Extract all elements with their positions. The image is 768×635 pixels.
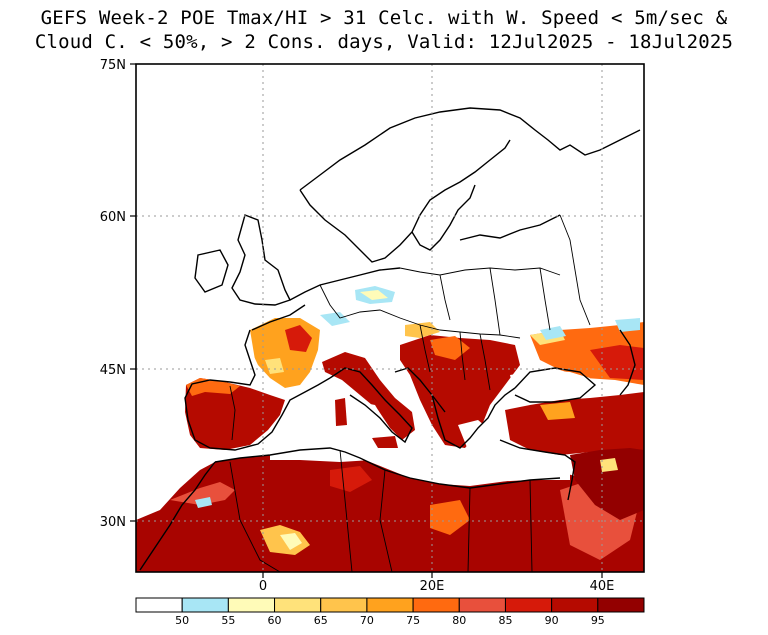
- shade-sahara-white: [280, 533, 302, 550]
- country-borders: [229, 214, 591, 572]
- coast-italy: [329, 367, 446, 444]
- shade-caspian-blue: [615, 318, 640, 332]
- shade-russia-red: [590, 345, 644, 380]
- axis-ticks: [130, 63, 603, 578]
- lon-label-20e: 20E: [420, 579, 445, 594]
- lon-label-40e: 40E: [590, 579, 615, 594]
- title-line-1: GEFS Week-2 POE Tmax/HI > 31 Celc. with …: [40, 7, 728, 29]
- lon-label-0: 0: [259, 579, 267, 594]
- shade-sicily: [372, 436, 398, 448]
- colorbar-label: 70: [360, 614, 374, 627]
- coast-sweden-east: [411, 184, 476, 251]
- shade-alps-blue: [320, 312, 350, 326]
- colorbar-swatch: [458, 597, 506, 613]
- shade-balkans: [400, 335, 520, 448]
- colorbar-swatch: [227, 597, 276, 613]
- coast-greece: [431, 387, 516, 449]
- shade-france-red: [285, 325, 312, 352]
- colorbar-swatch: [504, 597, 553, 613]
- shade-sahara-blue: [195, 497, 212, 508]
- coast-atlantic-africa: [139, 461, 216, 571]
- longitude-labels: 0 20E 40E: [259, 579, 615, 594]
- colorbar-swatch: [597, 597, 645, 613]
- shade-france-yellow: [265, 358, 284, 374]
- colorbar-label: 50: [175, 614, 189, 627]
- colorbar-swatch: [274, 597, 322, 613]
- border-eastern-europe: [399, 267, 561, 336]
- colorbar-swatch: [366, 597, 414, 613]
- lat-label-60: 60N: [100, 210, 126, 225]
- colorbar-swatch: [135, 597, 183, 613]
- coast-western-europe: [184, 267, 401, 451]
- sea-tyrrhenian: [350, 400, 390, 438]
- colorbar-label: 80: [452, 614, 466, 627]
- shade-sardinia: [335, 398, 347, 426]
- sea-bay-of-biscay: [215, 330, 255, 378]
- border-balkans: [419, 324, 491, 391]
- shade-sahara-orange2: [430, 500, 470, 535]
- coast-caspian: [619, 329, 636, 396]
- map-frame: [135, 63, 645, 573]
- sea-adriatic: [380, 368, 415, 408]
- lat-label-75: 75N: [100, 58, 126, 73]
- shade-levant: [570, 448, 644, 520]
- colorbar-swatch: [320, 597, 368, 613]
- coast-black-sea: [514, 367, 597, 403]
- coastlines: [139, 107, 641, 571]
- colorbar-swatch: [551, 597, 599, 613]
- title-line-2: Cloud C. < 50%, > 2 Cons. days, Valid: 1…: [34, 31, 734, 53]
- colorbar-swatch: [181, 597, 229, 613]
- gridlines: [136, 64, 644, 572]
- shade-turkey: [505, 392, 644, 455]
- border-central-europe: [319, 284, 521, 339]
- sea-black: [510, 370, 590, 402]
- coast-turkey-south: [499, 439, 576, 501]
- coast-gulf-finland: [459, 214, 561, 241]
- sea-balearic: [285, 395, 335, 435]
- colorbar-label: 75: [406, 614, 420, 627]
- colorbar-label: 60: [268, 614, 282, 627]
- shade-balkans-yellow: [405, 322, 440, 338]
- colorbar: 50 55 60 65 70 75 80 85 90 95: [135, 597, 645, 627]
- shade-levant-light: [600, 458, 618, 472]
- sea-mediterranean-west: [270, 430, 372, 462]
- coast-north-africa: [214, 447, 561, 489]
- lat-label-30: 30N: [100, 515, 126, 530]
- colorbar-label: 90: [545, 614, 559, 627]
- colorbar-label: 85: [498, 614, 512, 627]
- shade-italy: [322, 352, 415, 440]
- colorbar-label: 95: [591, 614, 605, 627]
- shade-turkey-orange: [540, 402, 575, 420]
- border-iberia: [229, 385, 236, 441]
- colorbar-label: 55: [221, 614, 235, 627]
- sea-aegean: [458, 420, 490, 455]
- shade-balkans-orange: [430, 336, 470, 360]
- colorbar-swatch: [412, 597, 460, 613]
- shade-libya-orange: [330, 466, 372, 492]
- lat-label-45: 45N: [100, 363, 126, 378]
- latitude-labels: 75N 60N 45N 30N: [100, 58, 126, 530]
- shade-central-yellow: [360, 290, 388, 300]
- border-north-africa: [229, 449, 533, 572]
- coast-great-britain: [231, 214, 291, 306]
- colorbar-label: 65: [314, 614, 328, 627]
- coast-ireland: [194, 249, 229, 293]
- shade-ukraine-blue: [540, 326, 566, 340]
- sea-east-med: [470, 455, 570, 482]
- border-russia: [559, 214, 591, 326]
